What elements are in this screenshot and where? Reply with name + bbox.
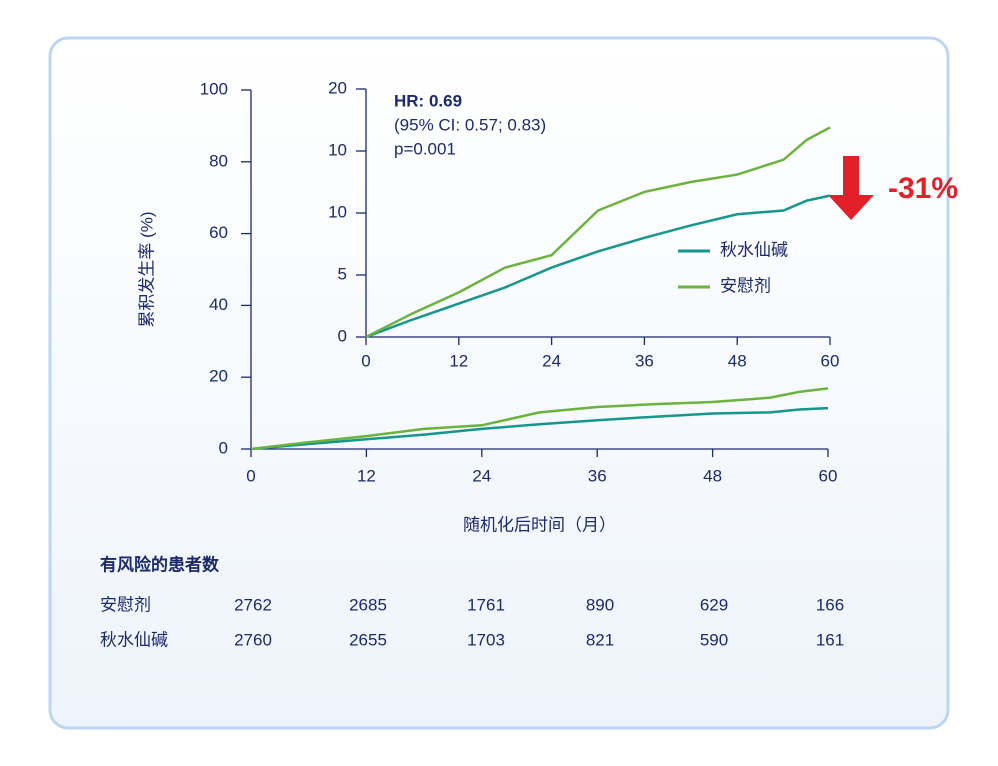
risk-value: 166 — [816, 595, 844, 614]
series-line — [250, 387, 829, 451]
risk-value: 890 — [586, 595, 614, 614]
x-tick-label: 36 — [635, 351, 654, 370]
y-tick-label: 5 — [338, 264, 347, 283]
x-tick-label: 60 — [819, 466, 838, 485]
x-tick-label: 48 — [728, 351, 747, 370]
x-tick-label: 24 — [472, 466, 491, 485]
x-tick-label: 36 — [588, 466, 607, 485]
y-tick-label: 0 — [219, 438, 228, 457]
reduction-arrow — [828, 156, 874, 220]
card — [48, 36, 950, 730]
x-tick-label: 0 — [246, 466, 255, 485]
series-line — [250, 406, 829, 451]
risk-value: 2760 — [234, 630, 272, 649]
x-tick-label: 24 — [542, 351, 561, 370]
risk-value: 629 — [700, 595, 728, 614]
x-tick-label: 12 — [357, 466, 376, 485]
x-tick-label: 12 — [449, 351, 468, 370]
y-tick-label: 10 — [328, 202, 347, 221]
risk-row-label: 安慰剂 — [100, 595, 151, 614]
risk-row-label: 秋水仙碱 — [100, 630, 168, 649]
risk-value: 590 — [700, 630, 728, 649]
y-tick-label: 10 — [328, 140, 347, 159]
x-tick-label: 60 — [821, 351, 840, 370]
y-axis-label: 累积发生率 (%) — [137, 211, 156, 327]
reduction-label: -31% — [888, 172, 958, 205]
x-axis-label: 随机化后时间（月） — [463, 515, 616, 534]
y-tick-label: 80 — [209, 151, 228, 170]
risk-title: 有风险的患者数 — [100, 554, 220, 574]
x-tick-label: 48 — [703, 466, 722, 485]
risk-value: 2762 — [234, 595, 272, 614]
y-tick-label: 0 — [338, 326, 347, 345]
annotation: HR: 0.69 — [394, 91, 462, 110]
legend-label: 秋水仙碱 — [720, 240, 788, 259]
annotation: (95% CI: 0.57; 0.83) — [394, 115, 546, 134]
risk-value: 1761 — [467, 595, 505, 614]
risk-value: 161 — [816, 630, 844, 649]
y-tick-label: 100 — [200, 79, 228, 98]
series-line — [365, 194, 831, 339]
y-tick-label: 40 — [209, 295, 228, 314]
y-tick-label: 20 — [209, 367, 228, 386]
annotation: p=0.001 — [394, 139, 456, 158]
risk-value: 821 — [586, 630, 614, 649]
series-line — [365, 126, 831, 339]
y-tick-label: 60 — [209, 223, 228, 242]
x-tick-label: 0 — [361, 351, 370, 370]
legend-label: 安慰剂 — [720, 276, 771, 295]
risk-value: 1703 — [467, 630, 505, 649]
y-tick-label: 20 — [328, 78, 347, 97]
risk-value: 2655 — [349, 630, 387, 649]
risk-value: 2685 — [349, 595, 387, 614]
